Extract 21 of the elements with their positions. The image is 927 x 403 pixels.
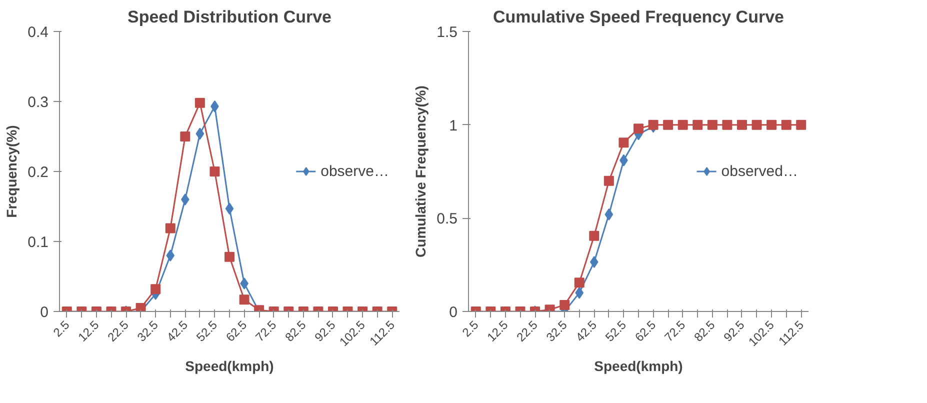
x-axis-title: Speed(kmph) — [185, 358, 274, 374]
x-tick-label: 72.5 — [662, 318, 688, 344]
y-tick-label: 0.5 — [436, 210, 458, 228]
legend-label: observe… — [320, 162, 389, 180]
x-tick-label: 2.5 — [50, 318, 72, 340]
x-tick-label: 2.5 — [460, 318, 482, 340]
y-tick-label: 0.1 — [28, 234, 49, 251]
chart-title: Cumulative Speed Frequency Curve — [493, 8, 784, 26]
chart-title: Speed Distribution Curve — [127, 8, 332, 26]
y-tick-label: 0.4 — [28, 24, 49, 41]
legend-label: observed… — [721, 162, 798, 180]
y-tick-label: 0 — [40, 304, 48, 321]
y-tick-label: 1.5 — [436, 24, 458, 41]
y-tick-label: 1 — [449, 117, 458, 134]
y-tick-label: 0.3 — [28, 94, 49, 111]
x-axis-title: Speed(kmph) — [594, 358, 683, 374]
y-tick-label: 0.2 — [28, 164, 49, 181]
y-tick-label: 0 — [449, 304, 458, 321]
x-tick-label: 72.5 — [252, 318, 280, 344]
y-axis-title: Frequency(%) — [4, 125, 20, 218]
y-axis-title: Cumulative Frequency(%) — [412, 86, 429, 258]
